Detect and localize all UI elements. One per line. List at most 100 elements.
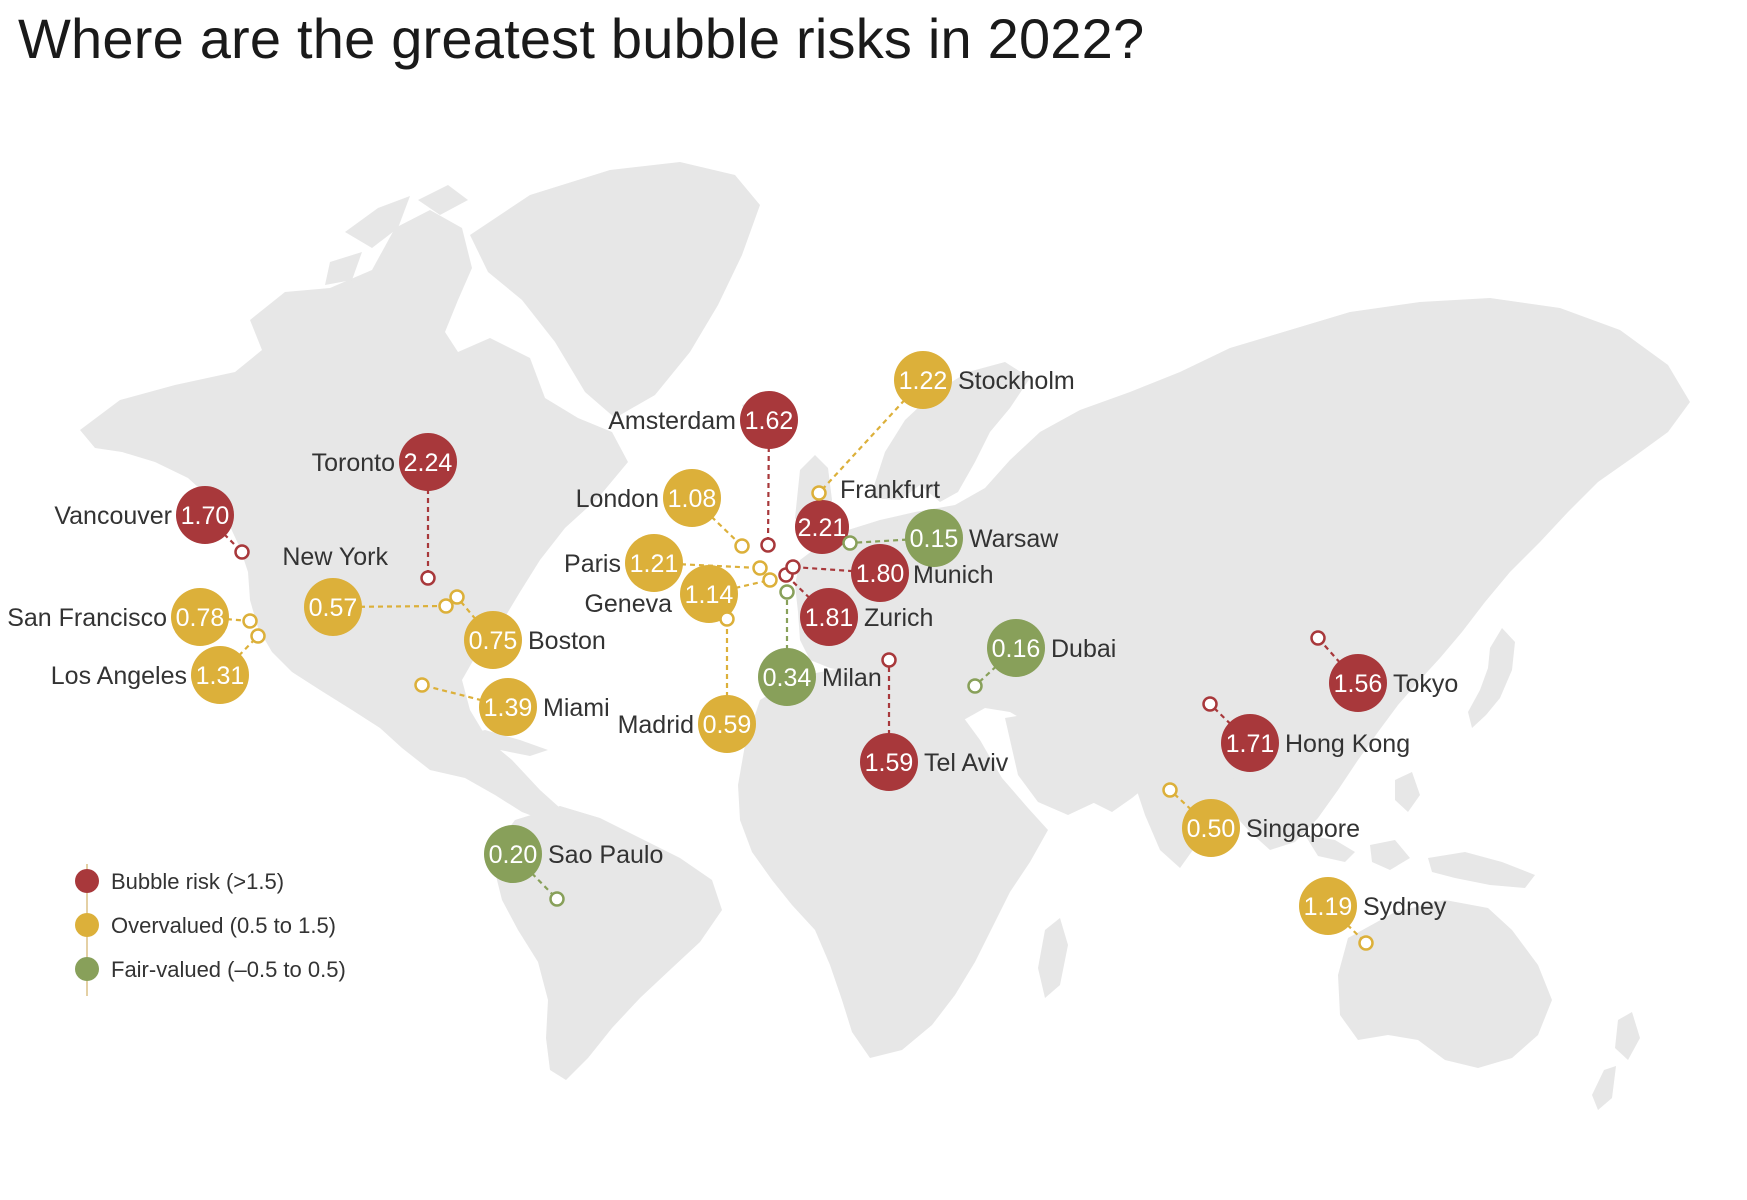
new-york-value-label: 0.57 (309, 594, 358, 622)
madrid-location-marker (719, 611, 735, 627)
amsterdam-value-label: 1.62 (745, 407, 794, 435)
london-location-marker (734, 538, 750, 554)
boston-value-label: 0.75 (469, 627, 518, 655)
tokyo-city-label: Tokyo (1393, 670, 1458, 698)
india-landmass (1130, 752, 1235, 868)
sao-paulo-location-marker (549, 891, 565, 907)
miami-location-marker (414, 677, 430, 693)
zurich-bubble (800, 588, 858, 646)
stockholm-value-label: 1.22 (899, 367, 948, 395)
greenland-landmass (470, 162, 760, 418)
tokyo-location-marker (1310, 630, 1326, 646)
munich-bubble (851, 544, 909, 602)
milan-value-label: 0.34 (763, 664, 812, 692)
stockholm-bubble (894, 351, 952, 409)
geneva-bubble (680, 565, 738, 623)
boston-bubble (464, 611, 522, 669)
page-title: Where are the greatest bubble risks in 2… (18, 7, 1145, 70)
tel-aviv-value-label: 1.59 (865, 749, 914, 777)
singapore-bubble (1182, 799, 1240, 857)
geneva-city-label: Geneva (584, 590, 672, 618)
amsterdam-bubble (740, 391, 798, 449)
legend-swatch-bubble-risk (75, 869, 99, 893)
south-america-landmass (494, 806, 722, 1080)
los-angeles-city-label: Los Angeles (51, 662, 187, 690)
madrid-value-label: 0.59 (703, 711, 752, 739)
stockholm-connector-line (818, 379, 924, 494)
hong-kong-bubble (1221, 714, 1279, 772)
munich-connector-line (792, 565, 881, 575)
milan-city-label: Milan (822, 664, 882, 692)
paris-bubble (625, 534, 683, 592)
toronto-location-marker (420, 570, 436, 586)
paris-location-marker (752, 560, 768, 576)
frankfurt-city-label: Frankfurt (840, 476, 940, 504)
miami-city-label: Miami (543, 694, 610, 722)
paris-value-label: 1.21 (630, 550, 679, 578)
singapore-location-marker (1162, 782, 1178, 798)
amsterdam-city-label: Amsterdam (608, 407, 736, 435)
vancouver-value-label: 1.70 (181, 502, 230, 530)
sao-paulo-value-label: 0.20 (489, 841, 538, 869)
zurich-value-label: 1.81 (805, 604, 854, 632)
legend-swatch-overvalued (75, 913, 99, 937)
sydney-city-label: Sydney (1363, 893, 1447, 921)
dubai-bubble (987, 619, 1045, 677)
munich-location-marker (785, 559, 801, 575)
miami-bubble (479, 678, 537, 736)
london-bubble (663, 469, 721, 527)
san-francisco-value-label: 0.78 (176, 604, 225, 632)
frankfurt-bubble (795, 500, 849, 554)
sydney-location-marker (1358, 935, 1374, 951)
stockholm-location-marker (811, 485, 827, 501)
land-masses (80, 162, 1690, 1110)
arctic-islands-landmass (325, 185, 468, 285)
stockholm-city-label: Stockholm (958, 367, 1075, 395)
warsaw-location-marker (842, 535, 858, 551)
zurich-city-label: Zurich (864, 604, 933, 632)
toronto-bubble (399, 433, 457, 491)
london-city-label: London (576, 485, 659, 513)
madrid-bubble (698, 695, 756, 753)
san-francisco-city-label: San Francisco (7, 604, 167, 632)
australia-landmass (1338, 900, 1552, 1068)
los-angeles-location-marker (250, 628, 266, 644)
amsterdam-location-marker (760, 537, 776, 553)
miami-connector-line (421, 683, 509, 709)
legend: Bubble risk (>1.5) Overvalued (0.5 to 1.5… (75, 864, 346, 996)
paris-city-label: Paris (564, 550, 621, 578)
singapore-value-label: 0.50 (1187, 815, 1236, 843)
miami-value-label: 1.39 (484, 694, 533, 722)
hong-kong-location-marker (1202, 696, 1218, 712)
dubai-value-label: 0.16 (992, 635, 1041, 663)
tokyo-value-label: 1.56 (1334, 670, 1383, 698)
sydney-bubble (1299, 877, 1357, 935)
munich-value-label: 1.80 (856, 560, 905, 588)
legend-label-bubble-risk: Bubble risk (>1.5) (111, 869, 284, 894)
milan-location-marker (779, 584, 795, 600)
new-york-bubble (304, 578, 362, 636)
new-york-location-marker (438, 598, 454, 614)
san-francisco-location-marker (242, 613, 258, 629)
caribbean-landmass (455, 730, 548, 756)
legend-label-fair-valued: Fair-valued (–0.5 to 0.5) (111, 957, 346, 982)
madagascar-landmass (1038, 918, 1068, 998)
vancouver-city-label: Vancouver (54, 502, 172, 530)
dubai-city-label: Dubai (1051, 635, 1116, 663)
los-angeles-value-label: 1.31 (196, 662, 245, 690)
new-zealand-landmass (1592, 1012, 1640, 1110)
tel-aviv-bubble (860, 733, 918, 791)
frankfurt-value-label: 2.21 (798, 514, 847, 542)
boston-city-label: Boston (528, 627, 606, 655)
dubai-location-marker (967, 678, 983, 694)
boston-location-marker (449, 589, 465, 605)
warsaw-value-label: 0.15 (910, 525, 959, 553)
north-america-landmass (80, 210, 628, 822)
arabia-landmass (1005, 712, 1130, 815)
geneva-location-marker (762, 572, 778, 588)
warsaw-bubble (905, 509, 963, 567)
sao-paulo-city-label: Sao Paulo (548, 841, 663, 869)
sydney-value-label: 1.19 (1304, 893, 1353, 921)
